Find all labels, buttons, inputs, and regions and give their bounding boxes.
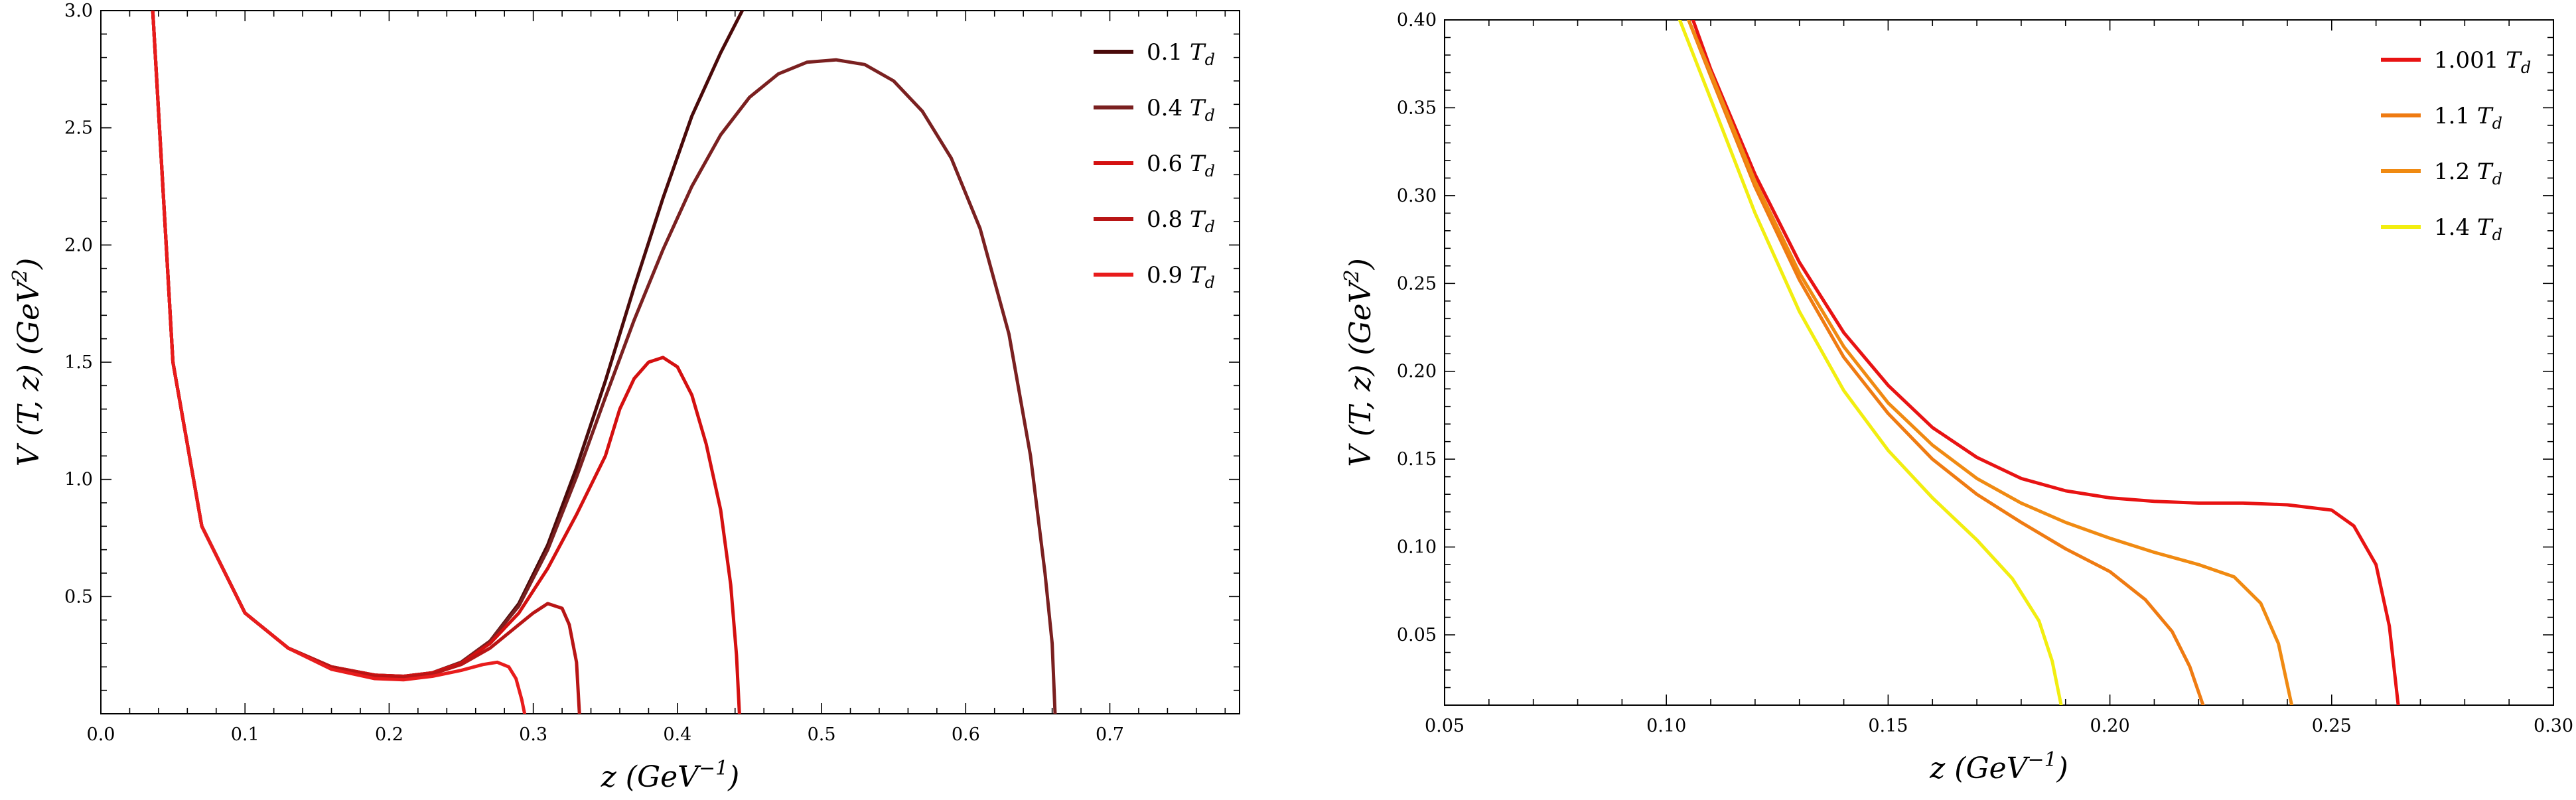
series-line-3 <box>1687 20 2294 705</box>
x-tick-label: 0.4 <box>663 724 691 745</box>
y-tick-label: 0.35 <box>1397 98 1437 118</box>
x-axis-label: z (GeV−1) <box>601 757 740 794</box>
x-tick-label: 0.5 <box>808 724 836 745</box>
x-tick-label: 0.1 <box>231 724 259 745</box>
right-chart: 0.05 0.10 0.15 0.20 0.25 0.30 0.05 0.10 0.15 0.20… <box>1340 10 2573 785</box>
x-tick-label: 0.30 <box>2534 716 2573 736</box>
legend-label-5: 0.9 Td <box>1147 262 1215 292</box>
legend-label-3: 0.6 Td <box>1147 151 1215 180</box>
legend-label-4: 1.4 Td <box>2434 214 2502 244</box>
y-tick-label: 0.40 <box>1397 10 1437 31</box>
series-line-1 <box>151 11 745 678</box>
series-line-3 <box>151 11 741 714</box>
y-axis-label: V (T, z) (GeV2) <box>1340 258 1378 467</box>
legend-label-1: 1.001 Td <box>2434 47 2531 77</box>
y-tick-label: 2.0 <box>64 235 93 255</box>
y-tick-label: 0.25 <box>1397 273 1437 294</box>
x-tick-label: 0.6 <box>952 724 980 745</box>
x-tick-label: 0.05 <box>1425 716 1465 736</box>
legend-label-4: 0.8 Td <box>1147 206 1215 236</box>
x-tick-label: 0.3 <box>519 724 547 745</box>
series-line-4 <box>1678 20 2063 705</box>
y-tick-label: 0.30 <box>1397 186 1437 206</box>
x-tick-label: 0.0 <box>87 724 115 745</box>
x-tick-label: 0.25 <box>2312 716 2352 736</box>
series-line-2 <box>1687 20 2205 705</box>
plot-frame <box>1444 19 2554 706</box>
series-group <box>151 11 1057 714</box>
y-tick-label: 1.0 <box>64 470 93 490</box>
legend-label-2: 0.4 Td <box>1147 95 1215 125</box>
series-line-1 <box>1691 20 2400 705</box>
legend-label-2: 1.1 Td <box>2434 103 2502 133</box>
series-line-5 <box>151 11 527 714</box>
series-line-2 <box>151 11 1057 714</box>
left-chart: 0.0 0.1 0.2 0.3 0.4 0.5 0.6 0.7 0.5 1.0 1.5 2.0 2.5 3… <box>9 1 1240 794</box>
series-group <box>1678 20 2400 705</box>
legend-label-3: 1.2 Td <box>2434 159 2502 188</box>
y-tick-label: 2.5 <box>64 118 93 139</box>
x-tick-label: 0.10 <box>1646 716 1686 736</box>
x-tick-label: 0.2 <box>375 724 403 745</box>
y-tick-label: 0.10 <box>1397 537 1437 558</box>
y-tick-label: 0.20 <box>1397 362 1437 382</box>
y-tick-label: 3.0 <box>64 1 93 21</box>
x-tick-label: 0.20 <box>2090 716 2130 736</box>
y-tick-label: 0.5 <box>64 586 93 607</box>
legend-label-1: 0.1 Td <box>1147 39 1215 69</box>
y-tick-label: 0.05 <box>1397 625 1437 645</box>
x-tick-label: 0.15 <box>1868 716 1908 736</box>
y-tick-label: 1.5 <box>64 352 93 373</box>
y-tick-label: 0.15 <box>1397 449 1437 470</box>
y-axis-label: V (T, z) (GeV2) <box>9 258 46 467</box>
x-tick-label: 0.7 <box>1096 724 1124 745</box>
x-axis-label: z (GeV−1) <box>1929 748 2068 785</box>
